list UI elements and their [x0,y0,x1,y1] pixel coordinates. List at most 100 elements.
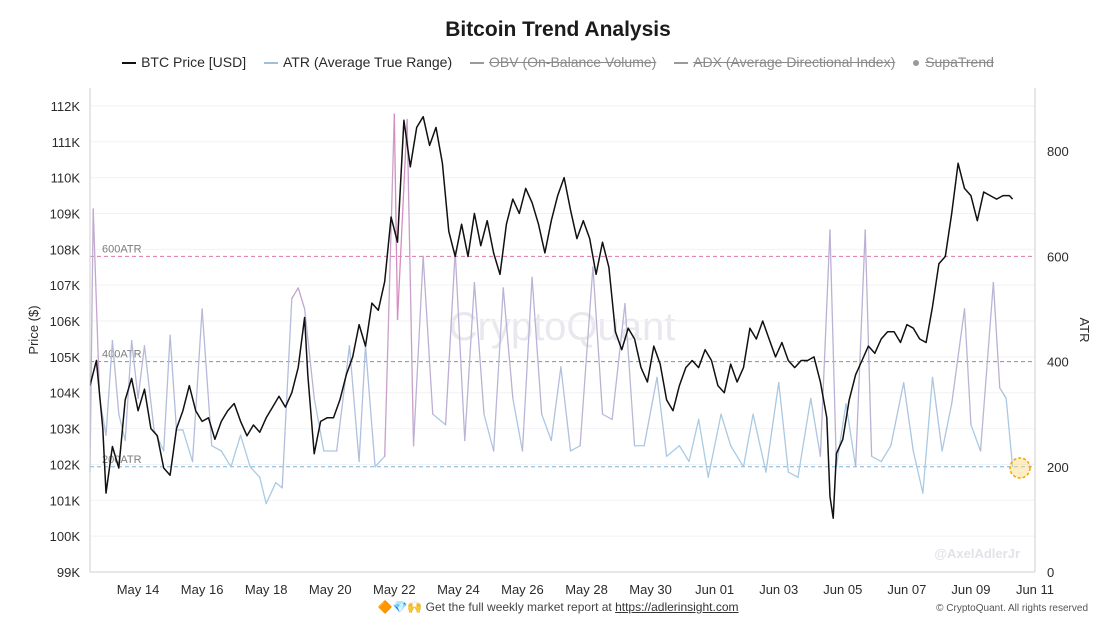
atr-segment [697,418,709,478]
atr-segment [720,413,732,447]
footer-link[interactable]: https://adlerinsight.com [615,600,739,614]
atr-segment [999,387,1007,400]
atr-segment [963,308,972,426]
atr-segment [912,450,924,494]
atr-segment [303,308,315,400]
atr-segment [819,229,831,457]
atr-segment [835,403,847,468]
legend-swatch-btc [122,62,137,65]
atr-segment [579,266,594,447]
atr-segment [592,266,604,415]
supatrend-marker[interactable] [1009,457,1031,479]
y-left-tick-label: 104K [50,386,81,401]
legend-item-supatrend[interactable]: SupaTrend [913,54,994,70]
chart-title: Bitcoin Trend Analysis [445,18,671,41]
legend-label-atr: ATR (Average True Range) [283,54,453,70]
atr-segment [336,345,351,452]
footer-text: Get the full weekly market report at [425,600,612,614]
atr-segment [406,118,415,447]
x-tick-label: Jun 07 [887,582,926,597]
atr-segment [297,287,306,310]
x-tick-label: May 22 [373,582,416,597]
footer: 🔶💎🙌 Get the full weekly market report at… [0,600,1116,614]
atr-segment [890,381,905,447]
atr-segment [787,471,799,478]
atr-segment [374,455,386,468]
atr-segment [249,466,261,478]
atr-segment [291,287,299,300]
atr-segment [393,113,399,321]
atr-segment [797,397,812,478]
legend-item-atr[interactable]: ATR (Average True Range) [264,54,452,70]
atr-segment [169,334,178,431]
copyright: © CryptoQuant. All rights reserved [936,603,1088,614]
atr-segment [752,413,767,473]
atr-segment [473,282,485,415]
atr-segment [611,303,626,421]
atr-segment [854,229,866,468]
x-tick-label: Jun 03 [759,582,798,597]
x-tick-label: Jun 05 [823,582,862,597]
author-handle: @AxelAdlerJr [934,546,1020,561]
atr-segment [512,397,524,452]
x-tick-label: May 30 [629,582,672,597]
y-left-tick-label: 103K [50,422,81,437]
atr-segment [678,445,690,463]
reference-label-600atr: 600ATR [102,243,142,255]
atr-segment [163,334,171,452]
y-left-tick-label: 100K [50,529,81,544]
atr-segment [922,376,934,494]
atr-segment [531,276,543,415]
legend-label-obv: OBV (On-Balance Volume) [489,54,657,70]
atr-segment [979,282,995,452]
x-tick-label: Jun 09 [951,582,990,597]
atr-segment [707,413,722,478]
atr-segment [992,282,1001,389]
legend-item-obv[interactable]: OBV (On-Balance Volume) [470,54,656,70]
atr-segment [259,476,267,505]
y-left-tick-label: 108K [50,242,81,257]
reference-label-200atr: 200ATR [102,454,142,466]
legend-label-adx: ADX (Average Directional Index) [693,54,896,70]
y-left-tick-label: 111K [52,135,81,150]
atr-segment [941,403,953,452]
atr-segment [903,381,914,452]
atr-segment [464,282,476,442]
legend-item-adx[interactable]: ADX (Average Directional Index) [674,54,895,70]
y-right-tick-label: 0 [1047,565,1054,580]
footer-emojis: 🔶💎🙌 [377,600,423,614]
legend-item-btc-price[interactable]: BTC Price [USD] [122,54,246,70]
atr-segment [220,450,232,468]
reference-label-400atr: 400ATR [102,349,142,361]
atr-segment [265,481,277,505]
legend-label-supatrend: SupaTrend [925,54,994,70]
atr-segment [502,287,514,400]
atr-segment [313,397,325,452]
atr-segment [765,381,780,473]
legend-swatch-adx [674,62,689,65]
atr-segment [656,376,668,457]
axes: 99K 100K 101K 102K 103K 104K 105K 106K 107K 108K 1… [50,88,1069,597]
atr-segment [230,434,242,468]
atr-segment [364,345,376,468]
y-left-tick-label: 112K [51,99,81,114]
atr-segment [1005,397,1014,468]
legend: BTC Price [USD] ATR (Average True Range)… [0,54,1116,70]
y-left-title: Price ($) [26,305,41,354]
y-left-tick-label: 110K [51,171,81,186]
atr-segment [810,397,822,457]
atr-segment [665,445,681,457]
atr-segment [92,208,101,400]
atr-segment [239,434,251,468]
atr-segment [829,229,838,468]
atr-segment [281,297,293,489]
x-tick-label: May 26 [501,582,544,597]
x-tick-label: May 18 [245,582,288,597]
atr-segment [105,339,114,436]
atr-segment [483,413,495,452]
y-left-tick-label: 102K [50,457,81,472]
legend-swatch-obv [470,62,485,65]
y-left-tick-label: 99K [57,565,80,580]
atr-segment [951,308,966,405]
